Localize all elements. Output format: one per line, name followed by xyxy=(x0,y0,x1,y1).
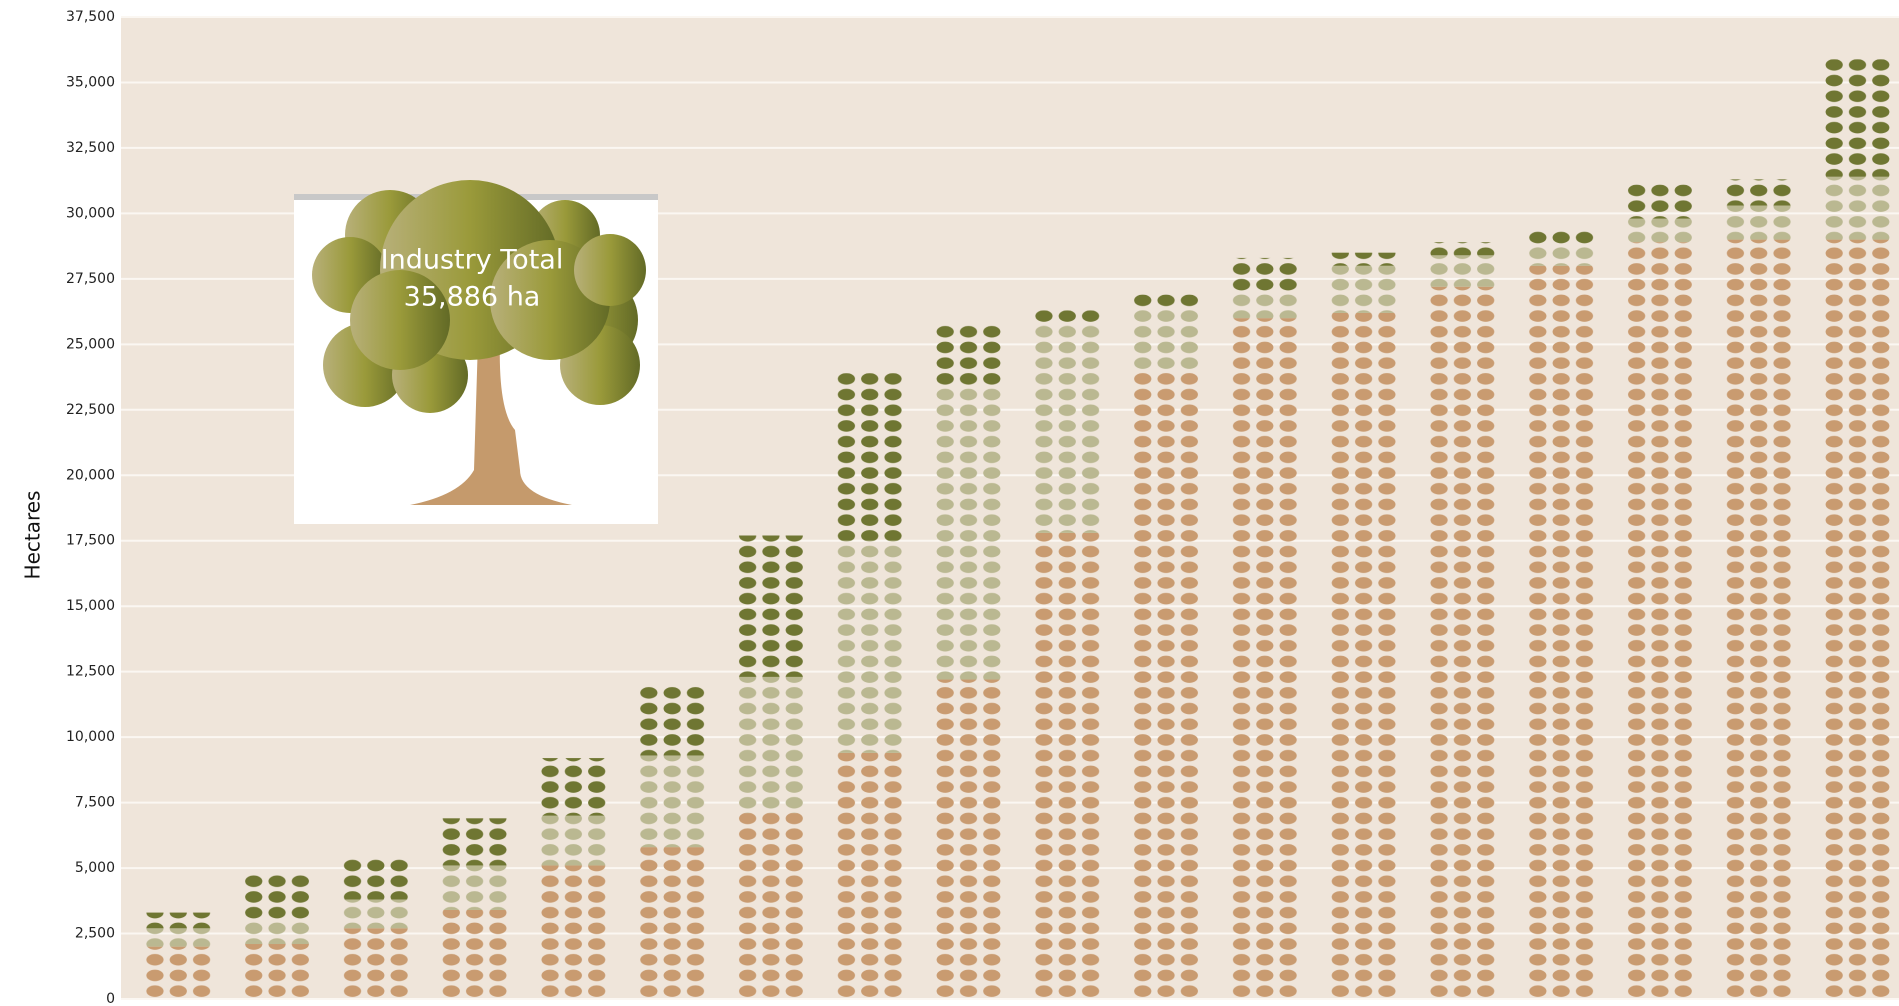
bar-segment xyxy=(538,815,609,866)
y-tick-label: 30,000 xyxy=(66,205,115,221)
bar-segment xyxy=(1328,252,1399,266)
bar-segment xyxy=(143,912,214,929)
bar-segment xyxy=(538,758,609,816)
labels: 0 2,500 5,000 7,500 10,000 12,500 15,000 17,500… xyxy=(66,9,115,1006)
bar-segment xyxy=(1526,265,1597,1000)
y-tick-label: 12,500 xyxy=(66,664,115,680)
bar-segment xyxy=(242,944,313,999)
bar-segment xyxy=(1723,239,1794,999)
y-tick-label: 32,500 xyxy=(66,140,115,156)
bar-segment xyxy=(735,813,806,999)
y-tick-label: 2,500 xyxy=(75,926,115,942)
bar-segment xyxy=(340,928,411,999)
bar-segment xyxy=(933,386,1004,680)
bar-segment xyxy=(1131,370,1202,999)
bar-segment xyxy=(637,684,708,756)
bar-segment xyxy=(1526,229,1597,248)
y-tick-label: 10,000 xyxy=(66,729,115,745)
bar-segment xyxy=(933,679,1004,999)
bar-segment xyxy=(1624,184,1695,219)
y-tick-label: 25,000 xyxy=(66,336,115,352)
bar-segment xyxy=(933,323,1004,387)
callout-line: 35,886 ha xyxy=(404,282,541,313)
bar-segment xyxy=(834,752,905,999)
bar-segment xyxy=(242,873,313,921)
total-callout: Industry Total 35,886 ha xyxy=(294,180,658,524)
bar-segment xyxy=(735,535,806,677)
bar-segment xyxy=(834,373,905,541)
bar-segment xyxy=(1328,265,1399,313)
bar-segment xyxy=(1526,247,1597,266)
bar-segment xyxy=(1229,291,1300,319)
bar-segment xyxy=(242,920,313,945)
bar-segment xyxy=(735,676,806,814)
bars xyxy=(143,59,1893,1000)
bar-segment xyxy=(1131,294,1202,308)
bar-segment xyxy=(340,899,411,929)
bar-segment xyxy=(340,857,411,900)
y-tick-label: 17,500 xyxy=(66,533,115,549)
bar-segment xyxy=(1427,242,1498,256)
bar-segment xyxy=(1032,326,1103,533)
bar-segment xyxy=(143,946,214,999)
bar-segment xyxy=(1427,286,1498,999)
y-axis-label: Hectares xyxy=(21,491,45,580)
bar-segment xyxy=(538,865,609,999)
bar-segment xyxy=(143,928,214,947)
bar-segment xyxy=(1822,176,1893,240)
bar-segment xyxy=(1624,242,1695,1000)
bar-segment xyxy=(1822,59,1893,177)
y-tick-label: 27,500 xyxy=(66,271,115,287)
bar-segment xyxy=(637,847,708,999)
y-tick-label: 22,500 xyxy=(66,402,115,418)
y-tick-label: 20,000 xyxy=(66,467,115,483)
y-tick-label: 0 xyxy=(106,991,115,1006)
bar-segment xyxy=(1723,179,1794,206)
callout-line: Industry Total xyxy=(381,245,564,276)
bar-segment xyxy=(1229,318,1300,999)
bar-segment xyxy=(1131,307,1202,371)
bar-segment xyxy=(439,865,510,910)
bar-segment xyxy=(1229,257,1300,292)
y-tick-label: 7,500 xyxy=(75,795,115,811)
bar-segment xyxy=(1427,255,1498,287)
bar-segment xyxy=(1624,218,1695,243)
bar-segment xyxy=(439,818,510,866)
y-tick-label: 35,000 xyxy=(66,74,115,90)
bar-segment xyxy=(1328,312,1399,1000)
y-tick-label: 5,000 xyxy=(75,860,115,876)
y-tick-label: 15,000 xyxy=(66,598,115,614)
bar-segment xyxy=(1032,310,1103,327)
bar-segment xyxy=(1822,239,1893,999)
bar-segment xyxy=(834,540,905,753)
bar-segment xyxy=(637,755,708,848)
tree-trunk xyxy=(410,340,572,505)
bar-segment xyxy=(1032,532,1103,999)
tree-crown xyxy=(312,180,646,413)
y-tick-label: 37,500 xyxy=(66,9,115,25)
bar-segment xyxy=(439,909,510,999)
bar-segment xyxy=(1723,205,1794,240)
